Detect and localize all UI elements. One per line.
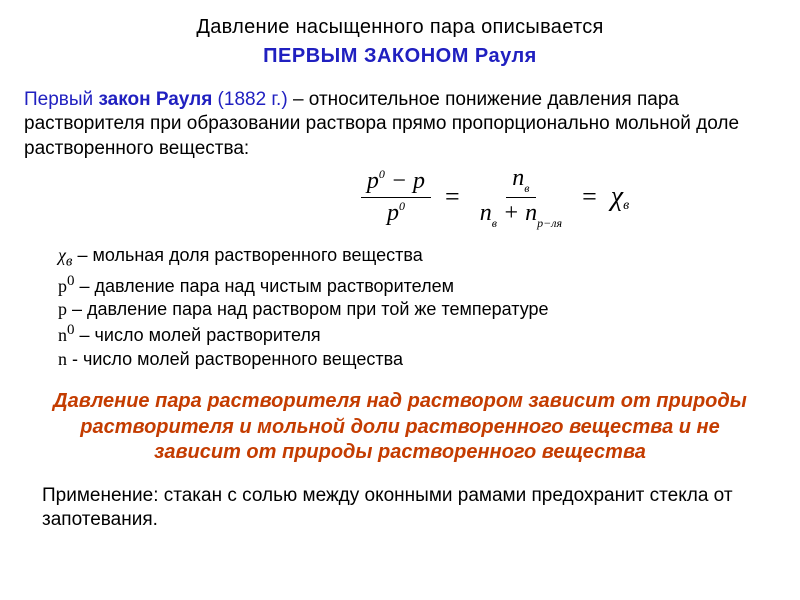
formula-chi-sub: в (623, 198, 629, 214)
f2-den-a: n (480, 200, 492, 226)
formula-eq-2: = (582, 182, 597, 212)
def-sym: n0 (58, 325, 75, 345)
f1-num-a: p (367, 168, 379, 194)
def-sym: n (58, 349, 67, 369)
f1-num-b: p (413, 168, 425, 194)
def-text: – давление пара над чистым растворителем (75, 276, 454, 296)
f2-num-sub: в (524, 181, 529, 195)
law-name: закон Рауля (98, 89, 212, 110)
f1-num-sup: 0 (379, 167, 385, 181)
f2-den-b-sub: р−ля (537, 216, 562, 230)
def-sym: p (58, 299, 67, 319)
f2-den-a-sub: в (492, 216, 497, 230)
def-text: - число молей растворенного вещества (67, 349, 403, 369)
f1-den-sup: 0 (399, 199, 405, 213)
def-row: p0 – давление пара над чистым растворите… (58, 272, 776, 298)
law-year: (1882 г.) (212, 89, 293, 110)
application-text: Применение: стакан с солью между оконным… (42, 484, 776, 533)
f1-den-a: p (387, 200, 399, 226)
emphasis-block: Давление пара растворителя над раствором… (52, 389, 748, 466)
slide: Давление насыщенного пара описывается ПЕ… (0, 0, 800, 533)
title-line-2: ПЕРВЫМ ЗАКОНОМ Рауля (24, 45, 776, 68)
law-dash: – (293, 89, 304, 110)
formula-frac-2: nв nв + nр−ля (474, 165, 568, 230)
f2-den-b: n (525, 200, 537, 226)
law-prefix: Первый (24, 89, 98, 110)
def-row: p – давление пара над раствором при той … (58, 298, 776, 321)
def-row: n - число молей растворенного вещества (58, 348, 776, 371)
f2-num: n (512, 165, 524, 191)
f1-num-minus: − (385, 168, 413, 194)
def-row: χв – мольная доля растворенного вещества (58, 244, 776, 272)
formula-chi-term: χв (611, 181, 629, 213)
def-sym: p0 (58, 276, 75, 296)
def-sym: χв (58, 245, 72, 265)
definitions-list: χв – мольная доля растворенного вещества… (58, 244, 776, 372)
formula-eq-1: = (445, 182, 460, 212)
title-line-1: Давление насыщенного пара описывается (24, 16, 776, 39)
formula-frac-1: p0 − p p0 (361, 168, 431, 227)
f2-plus: + (497, 200, 525, 226)
def-text: – мольная доля растворенного вещества (72, 245, 422, 265)
def-row: n0 – число молей растворителя (58, 321, 776, 347)
def-text: – давление пара над раствором при той же… (67, 299, 549, 319)
law-definition: Первый закон Рауля (1882 г.) – относител… (24, 88, 776, 161)
formula-chi: χ (611, 181, 623, 213)
def-text: – число молей растворителя (75, 325, 321, 345)
formula: p0 − p p0 = nв nв + nр−ля = χв (214, 165, 776, 230)
